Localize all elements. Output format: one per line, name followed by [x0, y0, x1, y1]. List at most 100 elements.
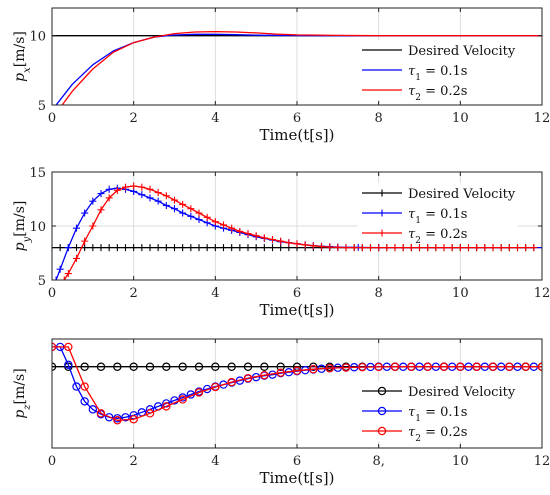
data-point	[497, 244, 505, 252]
data-point	[96, 362, 106, 371]
data-point	[162, 201, 170, 209]
data-point	[301, 241, 309, 249]
data-point	[81, 237, 89, 245]
series-line	[55, 33, 542, 105]
data-point	[154, 244, 162, 252]
data-point	[277, 244, 285, 252]
data-point	[505, 362, 514, 371]
data-point	[375, 244, 383, 252]
data-point	[538, 244, 542, 252]
data-point	[97, 190, 105, 198]
x-tick-label: 6	[293, 454, 301, 469]
data-point	[505, 244, 513, 252]
data-point	[129, 362, 138, 371]
data-point	[138, 191, 146, 199]
data-point	[60, 276, 68, 280]
data-point	[187, 205, 195, 213]
y-axis-label: py[m/s]	[12, 201, 33, 252]
data-point	[146, 244, 154, 252]
data-point	[399, 244, 407, 252]
data-point	[391, 244, 399, 252]
data-point	[129, 415, 138, 424]
data-point	[260, 244, 268, 252]
data-point	[326, 243, 334, 251]
data-point	[277, 237, 285, 245]
data-point	[341, 363, 351, 372]
data-point	[171, 244, 178, 252]
data-point	[522, 244, 530, 252]
data-point	[113, 416, 122, 425]
x-tick-label: 12	[534, 111, 550, 126]
data-point	[260, 234, 268, 242]
data-point	[488, 362, 498, 371]
x-tick-label: 0	[48, 286, 56, 301]
chart-panel-2: 0 2 4 6 8 10 12 5 10 15 Time(t[s]) py[m/s] Desired V…	[12, 166, 550, 319]
data-point	[138, 183, 146, 191]
legend-marker	[377, 406, 387, 416]
data-point	[227, 362, 236, 371]
data-point	[342, 244, 350, 252]
data-point	[146, 185, 154, 193]
legend-marker	[377, 386, 387, 396]
series-2	[55, 33, 542, 105]
data-point	[145, 362, 155, 371]
data-point	[64, 342, 73, 352]
data-point	[52, 244, 56, 252]
data-point	[220, 244, 227, 252]
data-point	[309, 362, 318, 371]
series-line	[61, 30, 542, 105]
x-axis-label: Time(t[s])	[259, 126, 334, 144]
x-tick-label: 12	[534, 286, 550, 301]
data-point	[195, 209, 203, 217]
legend-label: Desired Velocity	[408, 44, 516, 59]
data-point	[113, 362, 122, 371]
data-point	[252, 244, 260, 252]
data-point	[309, 365, 318, 374]
data-point	[252, 232, 260, 240]
legend-label: Desired Velocity	[408, 385, 516, 400]
series-line	[52, 346, 542, 421]
y-axis-label: pz[m/s]	[12, 368, 33, 418]
data-point	[276, 362, 285, 371]
data-point	[89, 244, 97, 252]
data-point	[334, 243, 342, 251]
y-tick-label: 10	[29, 30, 46, 45]
data-point	[211, 382, 220, 392]
data-point	[105, 185, 113, 193]
data-point	[358, 362, 367, 372]
y-tick-label: 5	[38, 99, 46, 114]
data-point	[162, 192, 170, 200]
x-tick-label: 2	[130, 454, 138, 469]
data-point	[276, 368, 285, 377]
data-point	[228, 224, 236, 232]
data-point	[72, 382, 81, 391]
legend-label: τ2 = 0.2s	[408, 84, 467, 103]
data-point	[113, 244, 121, 252]
data-point	[171, 196, 178, 204]
legend-label: Desired Velocity	[408, 187, 516, 202]
series-3	[61, 30, 542, 105]
chart-panel-3: 0 2 4 6 8, 10 12 Time(t[s]) pz[m/s] Desired Veloc…	[12, 338, 550, 487]
data-point	[97, 206, 105, 214]
data-point	[489, 244, 497, 252]
data-point	[243, 362, 253, 371]
data-point	[211, 244, 219, 252]
data-point	[456, 244, 464, 252]
data-point	[521, 362, 530, 371]
data-point	[260, 362, 269, 371]
x-tick-label: 0	[48, 111, 56, 126]
chart-panel-1: 0 2 4 6 8 10 12 5 10 Time(t[s]) px[m/s] Desired Vel…	[12, 7, 550, 144]
data-point	[514, 244, 521, 252]
legend-marker	[378, 209, 386, 217]
data-point	[530, 244, 538, 252]
data-point	[145, 409, 155, 418]
data-point	[481, 244, 489, 252]
data-point	[227, 377, 236, 387]
data-point	[423, 362, 432, 371]
data-point	[97, 244, 105, 252]
data-point	[473, 244, 481, 252]
data-point	[236, 227, 244, 235]
